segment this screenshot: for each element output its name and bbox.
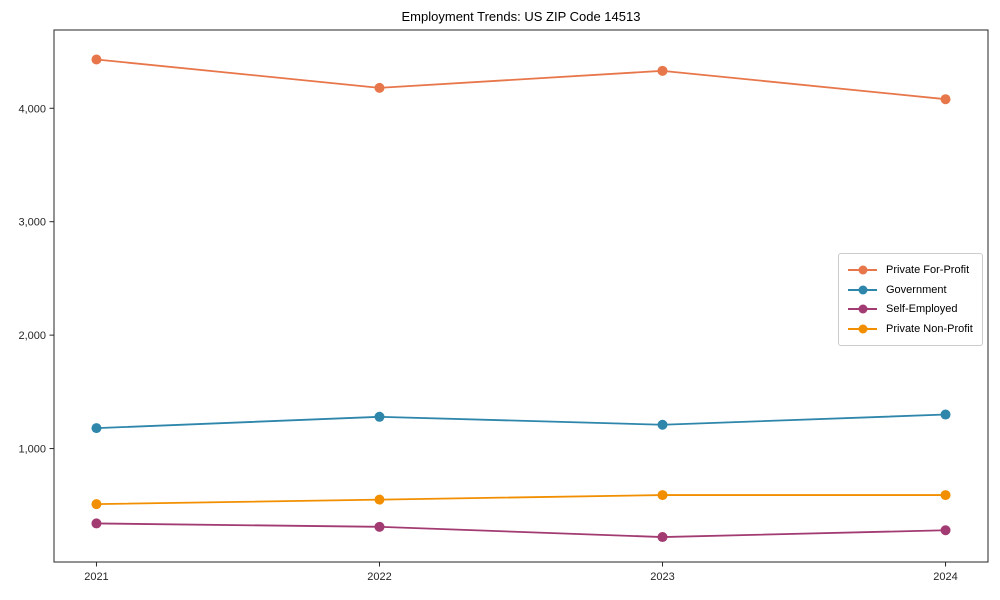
- legend: Private For-Profit Government Self-Employe…: [838, 253, 983, 346]
- data-point-government: [940, 409, 951, 420]
- data-point-self-employed: [91, 518, 102, 529]
- legend-marker-icon: [858, 304, 867, 314]
- legend-item: Private For-Profit: [848, 260, 973, 280]
- y-tick-label: 1,000: [18, 444, 46, 456]
- series-line-government: [96, 413, 946, 430]
- legend-marker-icon: [858, 265, 867, 275]
- x-tick-label: 2024: [933, 571, 957, 583]
- legend-line-icon: [848, 324, 877, 334]
- data-point-private-non-profit: [91, 499, 102, 510]
- y-tick-label: 4,000: [18, 103, 46, 115]
- legend-item: Government: [848, 280, 973, 300]
- legend-item: Private Non-Profit: [848, 319, 973, 339]
- data-point-private-for-profit: [374, 82, 385, 93]
- x-tick-label: 2023: [650, 571, 674, 583]
- data-point-self-employed: [374, 521, 385, 532]
- data-point-private-non-profit: [657, 490, 668, 501]
- data-point-government: [374, 411, 385, 422]
- y-tick-label: 3,000: [18, 217, 46, 229]
- legend-label: Government: [886, 283, 947, 296]
- x-tick-label: 2021: [84, 571, 108, 583]
- series-line-self-employed: [96, 522, 946, 538]
- data-point-private-for-profit: [940, 94, 951, 105]
- legend-item: Self-Employed: [848, 300, 973, 320]
- data-point-self-employed: [657, 532, 668, 543]
- x-tick-label: 2022: [367, 571, 391, 583]
- legend-line-icon: [848, 304, 877, 314]
- data-point-private-for-profit: [91, 54, 102, 65]
- legend-line-icon: [848, 285, 877, 295]
- legend-label: Private For-Profit: [886, 263, 970, 276]
- legend-label: Private Non-Profit: [886, 323, 973, 336]
- data-point-private-non-profit: [374, 494, 385, 505]
- data-point-government: [657, 419, 668, 430]
- y-tick-label: 2,000: [18, 330, 46, 342]
- data-point-private-non-profit: [940, 490, 951, 501]
- legend-marker-icon: [858, 285, 867, 295]
- plot-border: [53, 29, 989, 563]
- legend-label: Self-Employed: [886, 303, 958, 316]
- data-point-self-employed: [940, 525, 951, 536]
- legend-marker-icon: [858, 324, 867, 334]
- data-point-government: [91, 423, 102, 434]
- legend-line-icon: [848, 265, 877, 275]
- series-line-private-non-profit: [96, 494, 946, 506]
- series-line-private-for-profit: [96, 58, 946, 101]
- data-point-private-for-profit: [657, 65, 668, 76]
- chart-title: Employment Trends: US ZIP Code 14513: [401, 9, 641, 24]
